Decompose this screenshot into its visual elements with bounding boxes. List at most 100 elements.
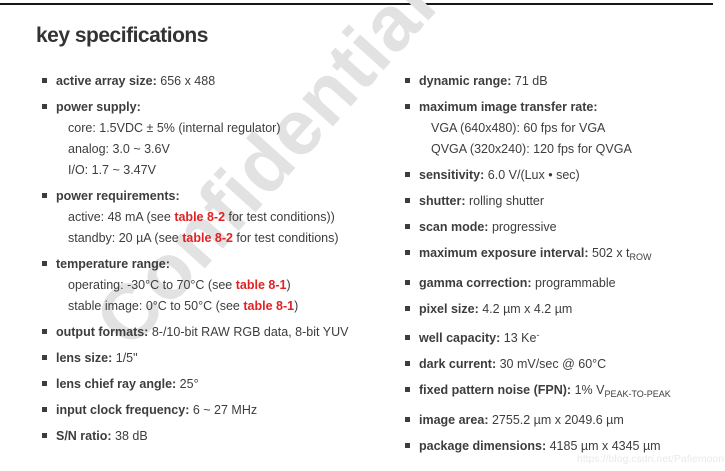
spec-label: lens chief ray angle:: [56, 377, 177, 391]
spec-item-input-clock-frequency: input clock frequency: 6 ~ 27 MHz: [42, 403, 405, 418]
bullet-icon: [405, 387, 410, 392]
bullet-icon: [405, 250, 410, 255]
spec-label: sensitivity:: [419, 168, 485, 182]
bullet-icon: [42, 329, 47, 334]
bullet-icon: [42, 104, 47, 109]
subline-text: ): [294, 299, 299, 313]
bullet-icon: [42, 381, 47, 386]
spec-item-temperature-range: temperature range:: [42, 257, 405, 272]
bullet-icon: [405, 280, 410, 285]
bullet-icon: [42, 78, 47, 83]
subline-text: QVGA (320x240): 120 fps for QVGA: [431, 142, 632, 156]
spec-column-left: active array size: 656 x 488 power suppl…: [0, 74, 405, 454]
spec-item-power-supply: power supply:: [42, 100, 405, 115]
subline-text: ): [286, 278, 291, 292]
bullet-icon: [42, 355, 47, 360]
spec-value: 6 ~ 27 MHz: [189, 403, 258, 417]
bullet-icon: [405, 172, 410, 177]
spec-item-output-formats: output formats: 8-/10-bit RAW RGB data, …: [42, 325, 405, 340]
spec-item-shutter: shutter: rolling shutter: [405, 194, 725, 209]
csdn-url-watermark: https://blog.csdn.net/Pafiemoon: [577, 453, 725, 465]
subline-text: standby: 20 µA (see: [68, 231, 183, 245]
spec-label: active array size:: [56, 74, 157, 88]
spec-value: 1% V: [571, 383, 605, 397]
spec-label: temperature range:: [56, 257, 170, 271]
spec-value: 4185 µm x 4345 µm: [546, 439, 661, 453]
spec-label: lens size:: [56, 351, 113, 365]
table-ref-link[interactable]: table 8-2: [182, 231, 233, 245]
spec-value: 2755.2 µm x 2049.6 µm: [488, 413, 624, 427]
spec-item-image-area: image area: 2755.2 µm x 2049.6 µm: [405, 413, 725, 428]
spec-columns: active array size: 656 x 488 power suppl…: [0, 74, 725, 454]
spec-value: rolling shutter: [465, 194, 545, 208]
spec-value: 71 dB: [511, 74, 548, 88]
bullet-icon: [405, 443, 410, 448]
bullet-icon: [405, 361, 410, 366]
spec-subline: QVGA (320x240): 120 fps for QVGA: [431, 142, 725, 157]
bullet-icon: [405, 198, 410, 203]
spec-value: 4.2 µm x 4.2 µm: [478, 302, 573, 316]
top-border-rule: [0, 3, 713, 5]
bullet-icon: [405, 224, 410, 229]
subline-text: operating: -30°C to 70°C (see: [68, 278, 236, 292]
table-ref-link[interactable]: table 8-1: [243, 299, 295, 313]
spec-subline: analog: 3.0 ~ 3.6V: [68, 142, 405, 157]
spec-item-sn-ratio: S/N ratio: 38 dB: [42, 429, 405, 444]
bullet-icon: [405, 78, 410, 83]
spec-item-gamma-correction: gamma correction: programmable: [405, 276, 725, 291]
spec-label: dynamic range:: [419, 74, 512, 88]
spec-label: power requirements:: [56, 189, 180, 203]
spec-item-sensitivity: sensitivity: 6.0 V/(Lux • sec): [405, 168, 725, 183]
spec-value: programmable: [531, 276, 616, 290]
spec-item-power-requirements: power requirements:: [42, 189, 405, 204]
spec-item-pixel-size: pixel size: 4.2 µm x 4.2 µm: [405, 302, 725, 317]
spec-item-well-capacity: well capacity: 13 Ke-: [405, 328, 725, 346]
table-ref-link[interactable]: table 8-1: [235, 278, 287, 292]
spec-label: input clock frequency:: [56, 403, 190, 417]
spec-subline: stable image: 0°C to 50°C (see table 8-1…: [68, 299, 405, 314]
bullet-icon: [42, 407, 47, 412]
table-ref-link[interactable]: table 8-2: [174, 210, 226, 224]
spec-label: package dimensions:: [419, 439, 547, 453]
spec-item-package-dimensions: package dimensions: 4185 µm x 4345 µm: [405, 439, 725, 454]
subline-text: VGA (640x480): 60 fps for VGA: [431, 121, 606, 135]
spec-item-max-exposure-interval: maximum exposure interval: 502 x tROW: [405, 246, 725, 265]
subline-text: for test conditions)): [225, 210, 335, 224]
spec-value: 502 x t: [588, 246, 630, 260]
spec-value-superscript: -: [536, 330, 540, 340]
bullet-icon: [42, 433, 47, 438]
spec-label: power supply:: [56, 100, 141, 114]
bullet-icon: [405, 417, 410, 422]
spec-value: 25°: [176, 377, 199, 391]
subline-text: active: 48 mA (see: [68, 210, 175, 224]
spec-value: 8-/10-bit RAW RGB data, 8-bit YUV: [148, 325, 349, 339]
spec-item-scan-mode: scan mode: progressive: [405, 220, 725, 235]
spec-label: pixel size:: [419, 302, 479, 316]
bullet-icon: [42, 261, 47, 266]
spec-subline: VGA (640x480): 60 fps for VGA: [431, 121, 725, 136]
spec-label: S/N ratio:: [56, 429, 112, 443]
spec-label: image area:: [419, 413, 489, 427]
spec-value: 6.0 V/(Lux • sec): [484, 168, 580, 182]
subline-text: stable image: 0°C to 50°C (see: [68, 299, 244, 313]
spec-label: shutter:: [419, 194, 466, 208]
subline-text: I/O: 1.7 ~ 3.47V: [68, 163, 156, 177]
spec-item-lens-size: lens size: 1/5": [42, 351, 405, 366]
spec-subline: operating: -30°C to 70°C (see table 8-1): [68, 278, 405, 293]
spec-label: dark current:: [419, 357, 497, 371]
spec-item-dynamic-range: dynamic range: 71 dB: [405, 74, 725, 89]
spec-item-dark-current: dark current: 30 mV/sec @ 60°C: [405, 357, 725, 372]
spec-label: well capacity:: [419, 331, 501, 345]
spec-value: 38 dB: [111, 429, 148, 443]
spec-label: fixed pattern noise (FPN):: [419, 383, 572, 397]
page-title: key specifications: [36, 24, 208, 47]
bullet-icon: [405, 104, 410, 109]
spec-subline: standby: 20 µA (see table 8-2 for test c…: [68, 231, 405, 246]
spec-subline: I/O: 1.7 ~ 3.47V: [68, 163, 405, 178]
spec-subline: core: 1.5VDC ± 5% (internal regulator): [68, 121, 405, 136]
bullet-icon: [405, 306, 410, 311]
spec-value: 1/5": [112, 351, 138, 365]
bullet-icon: [405, 335, 410, 340]
spec-label: scan mode:: [419, 220, 489, 234]
